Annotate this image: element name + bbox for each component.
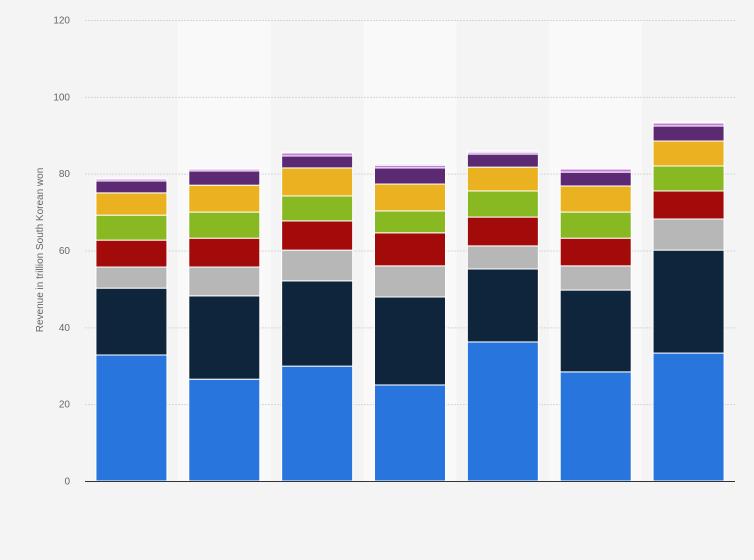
bar-segment-4[interactable] <box>466 190 539 218</box>
bar-segment-4[interactable] <box>559 211 632 239</box>
bar-segment-1[interactable] <box>652 249 725 354</box>
bar-segment-2[interactable] <box>188 266 261 297</box>
bar-segment-8[interactable] <box>652 121 725 124</box>
bar-segment-7[interactable] <box>559 168 632 173</box>
bar-stack <box>281 151 354 482</box>
bar-segment-1[interactable] <box>466 268 539 343</box>
bar-segment-8[interactable] <box>281 151 354 154</box>
bar-segment-2[interactable] <box>95 266 168 289</box>
bar-segment-4[interactable] <box>281 195 354 222</box>
y-tick-label: 100 <box>53 92 70 103</box>
bar-segment-2[interactable] <box>281 249 354 282</box>
bar-segment-4[interactable] <box>95 214 168 241</box>
bar-segment-6[interactable] <box>466 153 539 168</box>
bar-segment-8[interactable] <box>95 177 168 180</box>
y-tick-label: 40 <box>59 323 71 334</box>
bar-stack <box>466 150 539 482</box>
bar-segment-0[interactable] <box>188 378 261 482</box>
bar-segment-0[interactable] <box>652 352 725 482</box>
y-tick-label: 80 <box>59 169 71 180</box>
bar-segment-1[interactable] <box>281 280 354 367</box>
bar-segment-3[interactable] <box>559 237 632 267</box>
bar-segment-5[interactable] <box>559 185 632 213</box>
bar-segment-3[interactable] <box>466 216 539 247</box>
bar-segment-2[interactable] <box>374 265 446 298</box>
y-axis-ticks: 0 20 40 60 80 100 120 <box>53 16 70 488</box>
bar-segment-5[interactable] <box>466 166 539 192</box>
bar-segment-8[interactable] <box>188 168 261 170</box>
y-tick-label: 120 <box>53 16 70 27</box>
y-tick-label: 20 <box>59 400 71 411</box>
bar-segment-1[interactable] <box>188 295 261 380</box>
bar-segment-4[interactable] <box>188 211 261 239</box>
bar-segment-0[interactable] <box>466 341 539 482</box>
bar-segment-5[interactable] <box>281 167 354 197</box>
bar-segment-5[interactable] <box>652 140 725 167</box>
bar-segment-3[interactable] <box>652 190 725 220</box>
bars <box>95 121 725 482</box>
y-axis-label: Revenue in trillion South Korean won <box>35 168 46 333</box>
bar-segment-3[interactable] <box>95 239 168 268</box>
bar-stack <box>188 168 261 482</box>
bar-stack <box>559 168 632 482</box>
bar-segment-5[interactable] <box>188 184 261 213</box>
bar-segment-5[interactable] <box>95 192 168 216</box>
bar-segment-2[interactable] <box>652 218 725 251</box>
bar-segment-6[interactable] <box>652 125 725 142</box>
bar-segment-6[interactable] <box>281 155 354 169</box>
y-tick-label: 0 <box>64 477 70 488</box>
bar-segment-5[interactable] <box>374 183 446 212</box>
bar-stack <box>652 121 725 482</box>
y-tick-label: 60 <box>59 246 71 257</box>
bar-segment-1[interactable] <box>374 296 446 386</box>
bar-segment-3[interactable] <box>281 220 354 251</box>
bar-segment-1[interactable] <box>559 289 632 373</box>
bar-segment-6[interactable] <box>374 167 446 185</box>
bar-segment-3[interactable] <box>188 237 261 268</box>
bar-segment-0[interactable] <box>281 365 354 482</box>
bar-segment-8[interactable] <box>374 163 446 166</box>
bar-segment-4[interactable] <box>652 165 725 192</box>
bar-segment-1[interactable] <box>95 287 168 356</box>
bar-segment-6[interactable] <box>95 180 168 194</box>
bar-segment-2[interactable] <box>559 265 632 291</box>
bar-stack <box>374 163 446 482</box>
bar-segment-4[interactable] <box>374 210 446 234</box>
bar-segment-6[interactable] <box>188 170 261 186</box>
bar-segment-0[interactable] <box>95 354 168 482</box>
bar-segment-8[interactable] <box>466 150 539 153</box>
bar-segment-6[interactable] <box>559 171 632 187</box>
bar-segment-3[interactable] <box>374 232 446 267</box>
bar-segment-2[interactable] <box>466 245 539 270</box>
bar-segment-0[interactable] <box>559 371 632 482</box>
bar-segment-0[interactable] <box>374 384 446 482</box>
bar-stack <box>95 177 168 482</box>
